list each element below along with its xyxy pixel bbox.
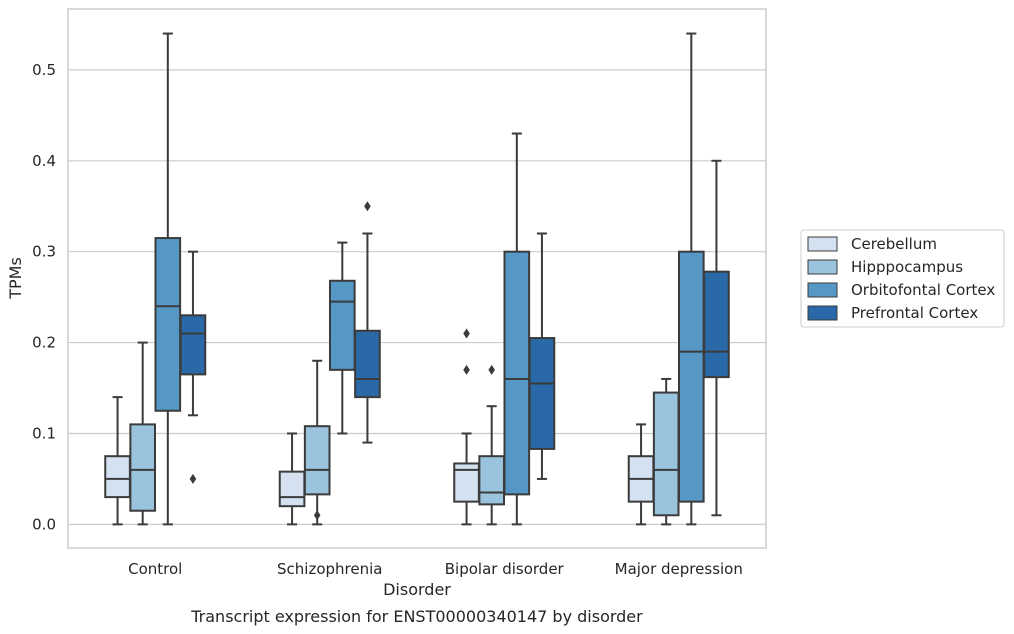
legend: Cerebellum Hipppocampus Orbitofontal Corte… [800, 229, 1005, 328]
box-3-3 [703, 159, 730, 517]
legend-label: Cerebellum [851, 235, 937, 253]
legend-label: Hipppocampus [851, 258, 963, 276]
legend-item-3: Prefrontal Cortex [807, 304, 978, 322]
x-axis-label: Disorder [383, 580, 451, 599]
legend-swatch [807, 282, 838, 298]
box-0-3 [179, 250, 207, 484]
box-body [154, 237, 182, 412]
x-tick-label-0: Control [128, 560, 182, 578]
y-tick-label-4: 0.4 [32, 152, 56, 170]
outlier-0 [313, 510, 321, 521]
box-3-0 [627, 423, 655, 526]
legend-frame [800, 229, 1005, 328]
y-tick-labels: 0.0 0.1 0.2 0.3 0.4 0.5 [32, 61, 56, 533]
box-body [303, 425, 331, 496]
x-tick-label-1: Schizophrenia [277, 560, 382, 578]
box-0-0 [104, 396, 131, 526]
x-tick-label-3: Major depression [615, 560, 743, 578]
legend-item-0: Cerebellum [807, 235, 937, 253]
y-tick-label-1: 0.1 [32, 424, 56, 442]
box-2-3 [528, 232, 556, 480]
x-tick-label-2: Bipolar disorder [445, 560, 565, 578]
box-body [678, 250, 705, 503]
box-plots [104, 32, 730, 526]
box-body [703, 270, 730, 379]
box-1-2 [329, 241, 356, 435]
plot-area-frame [67, 8, 767, 549]
box-0-1 [129, 341, 156, 526]
y-tick-label-2: 0.2 [32, 334, 56, 352]
box-3-2 [678, 32, 705, 526]
box-body [104, 455, 131, 499]
x-tick-labels: Control Schizophrenia Bipolar disorder Majo… [128, 560, 743, 578]
box-body [179, 314, 207, 376]
legend-swatch [807, 305, 838, 321]
box-body [478, 455, 505, 506]
y-tick-label-5: 0.5 [32, 61, 56, 79]
box-body [129, 423, 156, 512]
outlier-1 [463, 328, 470, 339]
legend-swatch [807, 236, 838, 252]
y-tick-label-3: 0.3 [32, 243, 56, 261]
legend-item-1: Hipppocampus [807, 258, 963, 276]
box-body [652, 391, 680, 517]
box-body [528, 337, 556, 450]
legend-label: Prefrontal Cortex [851, 304, 978, 322]
box-1-3 [354, 201, 381, 444]
legend-swatch [807, 259, 838, 275]
outlier-0 [463, 364, 470, 375]
outlier-0 [189, 473, 197, 484]
y-tick-label-0: 0.0 [32, 515, 56, 533]
box-1-0 [278, 432, 306, 526]
box-1-1 [303, 359, 331, 526]
box-3-1 [652, 377, 680, 526]
outlier-0 [364, 201, 371, 212]
box-2-1 [478, 364, 505, 526]
figure-caption: Transcript expression for ENST0000034014… [190, 607, 643, 626]
box-body [354, 329, 381, 399]
box-body [278, 470, 306, 508]
box-body [329, 279, 356, 371]
box-0-2 [154, 32, 182, 526]
legend-label: Orbitofontal Cortex [851, 281, 995, 299]
y-axis-label: TPMs [6, 257, 25, 300]
box-body [503, 250, 531, 496]
box-2-2 [503, 132, 531, 526]
box-2-0 [453, 328, 480, 526]
outlier-0 [488, 364, 495, 375]
legend-item-2: Orbitofontal Cortex [807, 281, 995, 299]
